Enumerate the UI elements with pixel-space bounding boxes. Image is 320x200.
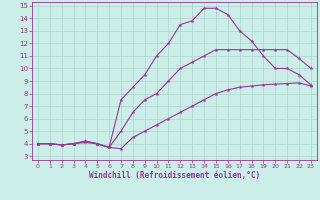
X-axis label: Windchill (Refroidissement éolien,°C): Windchill (Refroidissement éolien,°C): [89, 171, 260, 180]
